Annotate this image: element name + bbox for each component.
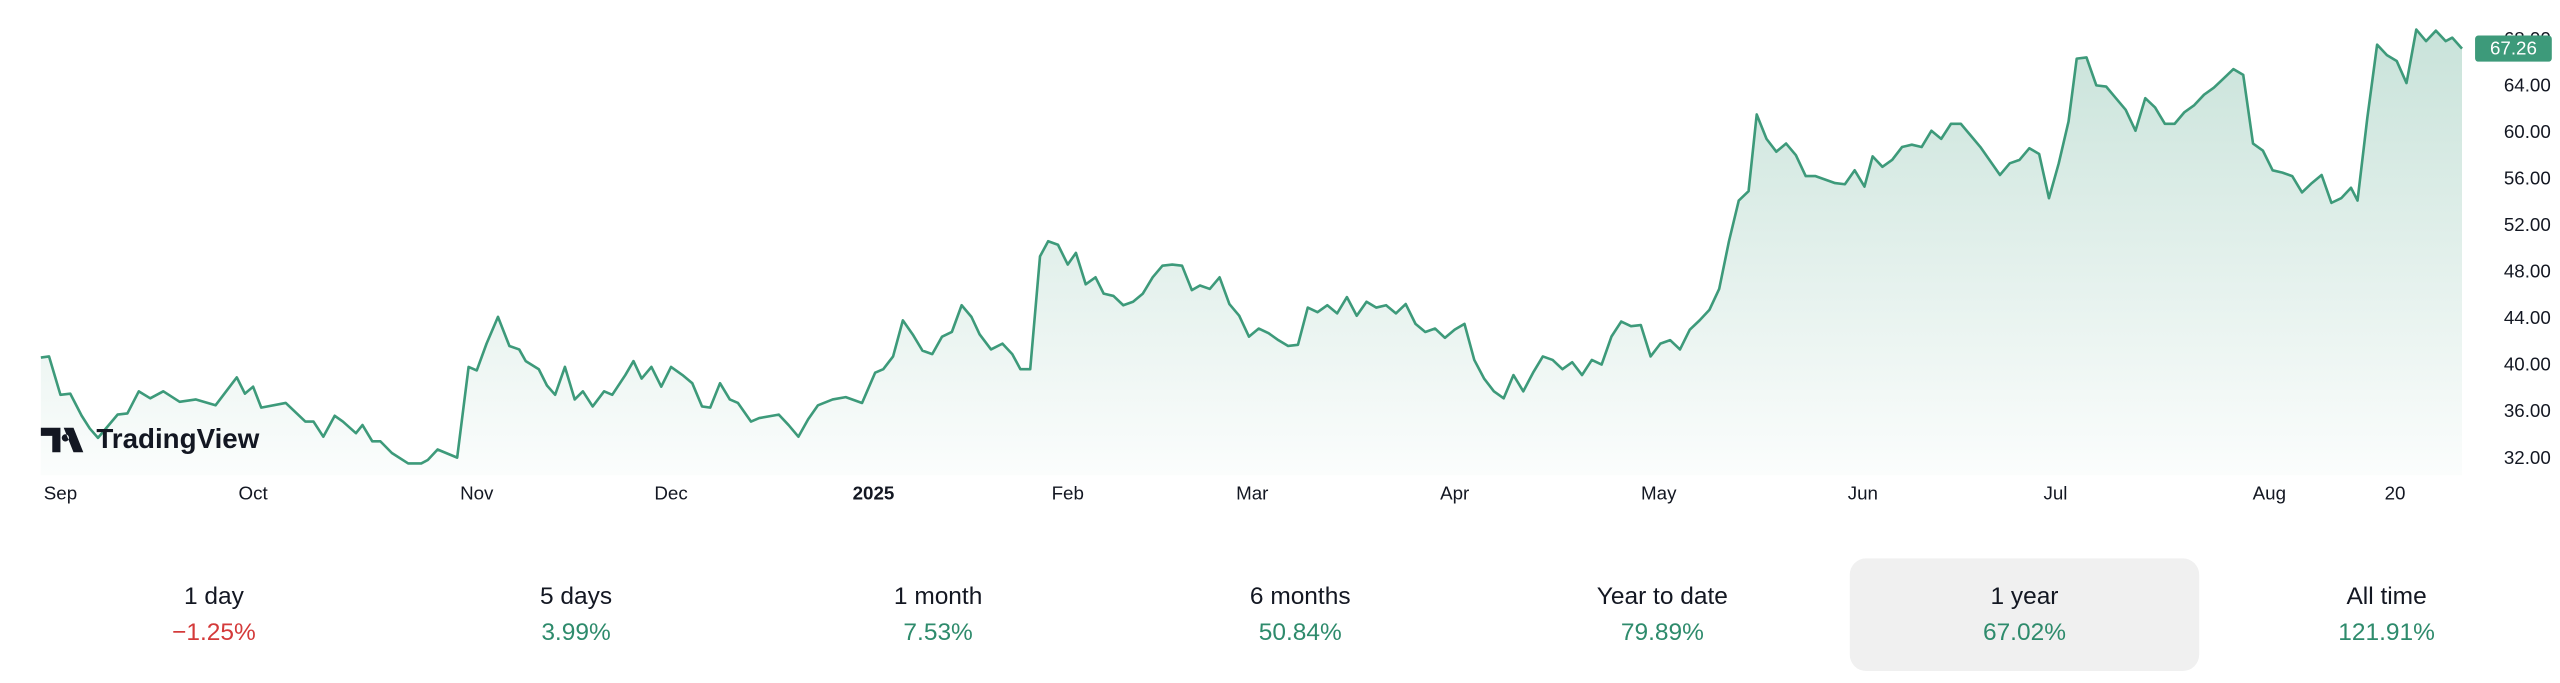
- period-change: 79.89%: [1621, 619, 1704, 646]
- period-change: 50.84%: [1259, 619, 1342, 646]
- period-change: −1.25%: [172, 619, 256, 646]
- x-tick-label: Jun: [1848, 483, 1878, 504]
- period-label: All time: [2346, 583, 2426, 610]
- x-tick-label: 20: [2385, 483, 2406, 504]
- watermark: TradingView: [40, 423, 260, 454]
- plot: 32.00 36.00 40.00 44.00 48.00 52.00 56.00 60.00…: [40, 28, 2552, 504]
- y-tick-label: 52.00: [2504, 214, 2551, 235]
- period-change: 121.91%: [2338, 619, 2435, 646]
- period-tab[interactable]: Year to date 79.89%: [1597, 583, 1728, 646]
- period-tab[interactable]: 1 year 67.02%: [1849, 558, 2200, 672]
- x-tick-label: Sep: [44, 483, 77, 504]
- period-tab[interactable]: 1 day −1.25%: [172, 583, 256, 646]
- y-tick-label: 60.00: [2504, 121, 2551, 142]
- y-tick-label: 40.00: [2504, 354, 2551, 375]
- period-change: 3.99%: [541, 619, 610, 646]
- logo-text: TradingView: [96, 423, 259, 454]
- area: [40, 29, 2463, 476]
- period-tab[interactable]: 6 months 50.84%: [1250, 583, 1351, 646]
- x-tick-label: 2025: [853, 483, 895, 504]
- period-label: 1 month: [894, 583, 982, 610]
- period-tab[interactable]: 1 month 7.53%: [894, 583, 982, 646]
- selected-tab-bg: [1849, 558, 2200, 672]
- x-tick-label: May: [1641, 483, 1677, 504]
- period-label: 5 days: [540, 583, 612, 610]
- y-tick-label: 64.00: [2504, 74, 2551, 95]
- last-price-label: 67.26: [2490, 37, 2537, 58]
- period-tab[interactable]: All time 121.91%: [2338, 583, 2435, 646]
- period-label: 1 day: [184, 583, 245, 610]
- y-tick-label: 48.00: [2504, 261, 2551, 282]
- period-label: 6 months: [1250, 583, 1351, 610]
- price-line: [40, 28, 2463, 465]
- x-tick-label: Oct: [238, 483, 268, 504]
- x-tick-label: Aug: [2253, 483, 2286, 504]
- x-tick-label: Dec: [654, 483, 687, 504]
- x-tick-label: Feb: [1052, 483, 1084, 504]
- y-tick-label: 32.00: [2504, 447, 2551, 468]
- period-change: 67.02%: [1983, 619, 2066, 646]
- y-tick-label: 36.00: [2504, 400, 2551, 421]
- period-label: 1 year: [1990, 583, 2058, 610]
- x-tick-label: Jul: [2043, 483, 2067, 504]
- period-change: 7.53%: [903, 619, 972, 646]
- y-tick-label: 44.00: [2504, 307, 2551, 328]
- x-tick-label: Nov: [460, 483, 494, 504]
- period-tab[interactable]: 5 days 3.99%: [540, 583, 612, 646]
- y-tick-label: 56.00: [2504, 168, 2551, 189]
- logo-icon: [40, 427, 84, 453]
- performance-tabs: 1 day −1.25% 5 days 3.99% 1 month 7.53% 6 mont…: [172, 558, 2435, 672]
- x-tick-label: Apr: [1440, 483, 1469, 504]
- x-tick-label: Mar: [1236, 483, 1268, 504]
- period-label: Year to date: [1597, 583, 1728, 610]
- last-price-badge: [2475, 35, 2552, 62]
